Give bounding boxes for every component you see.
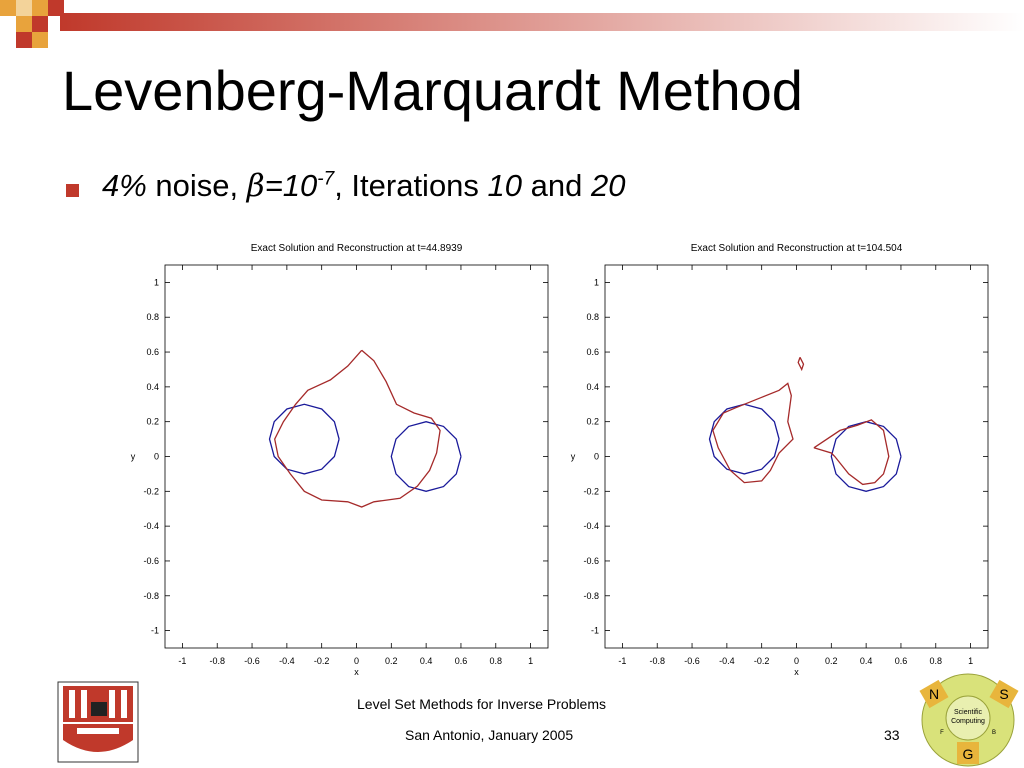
x-tick-label: -1: [178, 656, 186, 666]
curve: [712, 357, 890, 486]
y-tick-label: 0.8: [586, 312, 599, 322]
x-tick-label: 1: [968, 656, 973, 666]
y-tick-label: 0: [594, 452, 599, 462]
y-tick-label: -0.4: [143, 521, 159, 531]
bullet-text: 4% noise, β=10-7, Iterations 10 and 20: [102, 168, 625, 204]
y-tick-label: 0.4: [586, 382, 599, 392]
logo-letter: F: [940, 730, 944, 736]
x-tick-label: -0.8: [649, 656, 665, 666]
y-tick-label: 0.6: [586, 347, 599, 357]
bullet-run: =10: [264, 168, 318, 203]
x-tick-label: 0.4: [420, 656, 433, 666]
logo-letter: B: [992, 730, 996, 736]
y-tick-label: 0.4: [146, 382, 159, 392]
y-tick-label: -0.2: [583, 486, 599, 496]
footer-title: Level Set Methods for Inverse Problems: [357, 696, 607, 712]
x-tick-label: 0: [354, 656, 359, 666]
y-tick-label: 0: [154, 452, 159, 462]
x-axis-label: x: [794, 667, 799, 677]
logo-text: Computing: [951, 718, 985, 725]
plot-frame: [604, 264, 989, 649]
logo-letter: G: [963, 746, 974, 762]
y-tick-label: 0.6: [146, 347, 159, 357]
y-tick-label: -0.6: [143, 556, 159, 566]
chart-title: Exact Solution and Reconstruction at t=1…: [691, 243, 903, 254]
x-tick-label: -0.6: [684, 656, 700, 666]
page-number: 33: [884, 727, 900, 743]
bullet-run: noise,: [146, 168, 247, 203]
x-tick-label: -1: [618, 656, 626, 666]
x-tick-label: 0: [794, 656, 799, 666]
x-tick-label: 1: [528, 656, 533, 666]
y-tick-label: -0.4: [583, 521, 599, 531]
x-tick-label: 0.6: [895, 656, 908, 666]
bullet-run: β: [246, 168, 265, 204]
y-tick-label: -0.6: [583, 556, 599, 566]
logo-letter: N: [929, 686, 939, 702]
y-tick-label: 0.2: [146, 417, 159, 427]
bullet-run: , Iterations: [334, 168, 488, 203]
bullet-run: -7: [317, 168, 335, 190]
y-tick-label: -0.8: [583, 591, 599, 601]
x-tick-label: -0.4: [719, 656, 735, 666]
curve: [708, 403, 902, 492]
y-tick-label: 0.8: [146, 312, 159, 322]
x-tick-label: -0.2: [754, 656, 770, 666]
university-logo: [57, 681, 139, 763]
footer-place-date: San Antonio, January 2005: [405, 727, 574, 743]
bullet-run: 4%: [102, 168, 147, 203]
x-tick-label: 0.2: [385, 656, 398, 666]
x-tick-label: -0.6: [244, 656, 260, 666]
x-tick-label: -0.2: [314, 656, 330, 666]
x-tick-label: 0.6: [455, 656, 468, 666]
plot-frame: [164, 264, 549, 649]
y-tick-label: 1: [154, 277, 159, 287]
x-tick-label: 0.8: [490, 656, 503, 666]
logo-text: Scientific: [954, 709, 983, 716]
y-axis-label: y: [571, 452, 576, 462]
y-tick-label: -1: [151, 626, 159, 636]
bullet-marker: [66, 184, 79, 197]
curve: [274, 349, 441, 508]
x-tick-label: 0.8: [930, 656, 943, 666]
bullet-run: 10: [487, 168, 523, 203]
x-tick-label: 0.4: [860, 656, 873, 666]
y-tick-label: -0.8: [143, 591, 159, 601]
logo-letter: S: [999, 686, 1008, 702]
charts: Exact Solution and Reconstruction at t=4…: [131, 243, 989, 677]
x-axis-label: x: [354, 667, 359, 677]
y-tick-label: 0.2: [586, 417, 599, 427]
y-tick-label: 1: [594, 277, 599, 287]
curve: [268, 403, 462, 492]
scientific-computing-logo: N S G Scientific Computing F B: [919, 673, 1019, 767]
bullet-run: and: [522, 168, 591, 203]
x-tick-label: -0.8: [209, 656, 225, 666]
y-tick-label: -0.2: [143, 486, 159, 496]
y-axis-label: y: [131, 452, 136, 462]
header-decoration: [0, 0, 1024, 48]
y-tick-label: -1: [591, 626, 599, 636]
bullet-run: 20: [590, 168, 626, 203]
x-tick-label: 0.2: [825, 656, 838, 666]
chart-title: Exact Solution and Reconstruction at t=4…: [251, 243, 463, 254]
slide-title: Levenberg-Marquardt Method: [62, 59, 803, 122]
x-tick-label: -0.4: [279, 656, 295, 666]
